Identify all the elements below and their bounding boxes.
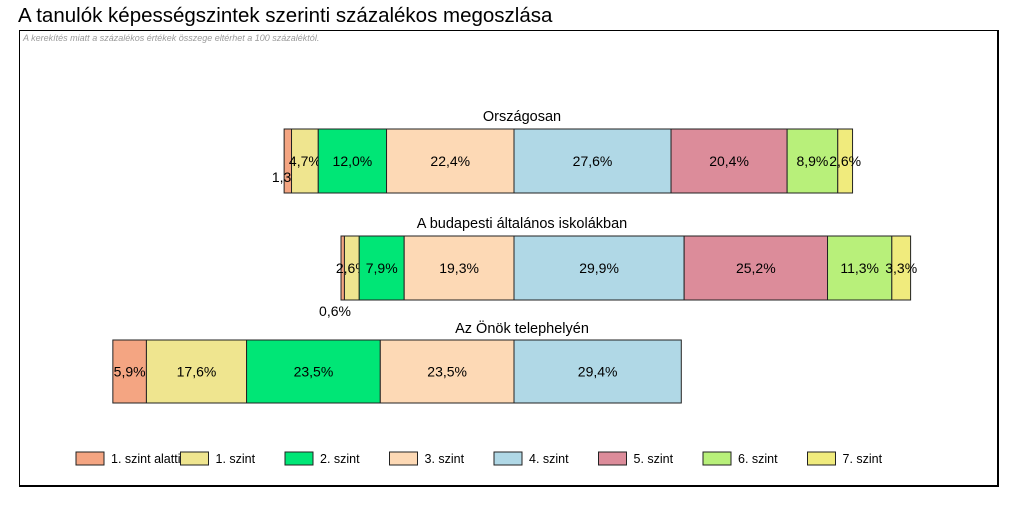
rounding-note: A kerekítés miatt a százalékos értékek ö… — [23, 33, 320, 43]
data-label: 29,4% — [578, 364, 618, 380]
data-label: 8,9% — [796, 153, 828, 169]
legend-swatch — [493, 451, 523, 466]
data-label: 4,7% — [289, 153, 321, 169]
legend-swatch — [180, 451, 209, 466]
bar-segment — [670, 128, 788, 194]
data-label: 22,4% — [430, 153, 470, 169]
legend-swatch — [75, 451, 105, 466]
bar-segment — [379, 339, 515, 404]
data-label: 3,3% — [885, 260, 917, 276]
data-label: 19,3% — [439, 260, 479, 276]
legend-swatch — [702, 451, 732, 466]
row-title: Az Önök telephelyén — [455, 319, 589, 337]
legend-label: 1. szint — [216, 452, 256, 466]
bar-segment — [683, 235, 829, 301]
bar-segment — [317, 128, 388, 194]
data-label: 11,3% — [840, 260, 879, 276]
legend-label: 1. szint alatti — [111, 452, 180, 466]
legend-swatch — [598, 451, 627, 466]
bar-segment — [786, 128, 839, 194]
legend-label: 3. szint — [425, 452, 465, 466]
data-label: 2,6% — [829, 153, 861, 169]
data-label: 27,6% — [573, 153, 613, 169]
bar-segment — [386, 128, 515, 194]
bar-segment — [513, 235, 685, 301]
data-label: 5,9% — [114, 364, 146, 380]
data-label: 23,5% — [427, 364, 467, 380]
data-label: 12,0% — [333, 153, 373, 169]
row-title: Országosan — [483, 109, 561, 125]
legend-label: 4. szint — [529, 452, 569, 466]
legend-label: 2. szint — [320, 452, 360, 466]
bar-segment — [246, 339, 381, 404]
data-label: 29,9% — [579, 260, 619, 276]
legend-swatch — [807, 451, 836, 466]
bar-segment — [513, 339, 682, 404]
data-label: 17,6% — [177, 364, 217, 380]
chart-title: A tanulók képességszintek szerinti száza… — [18, 4, 553, 27]
chart-frame — [19, 30, 999, 487]
legend-label: 7. szint — [843, 452, 883, 466]
legend-label: 6. szint — [738, 452, 778, 466]
bar-segment — [837, 128, 854, 194]
legend-swatch — [284, 451, 314, 466]
data-label: 0,6% — [319, 303, 351, 319]
bar-segment — [827, 235, 893, 301]
bar-segment — [403, 235, 515, 301]
data-label: 25,2% — [736, 260, 776, 276]
data-label: 7,9% — [366, 260, 398, 276]
row-title: A budapesti általános iskolákban — [417, 216, 627, 232]
legend-swatch — [389, 451, 418, 466]
data-label: 20,4% — [709, 153, 749, 169]
bar-segment — [358, 235, 405, 301]
bar-segment — [891, 235, 912, 301]
data-label: 23,5% — [294, 364, 334, 380]
legend-label: 5. szint — [634, 452, 674, 466]
bar-segment — [513, 128, 672, 194]
